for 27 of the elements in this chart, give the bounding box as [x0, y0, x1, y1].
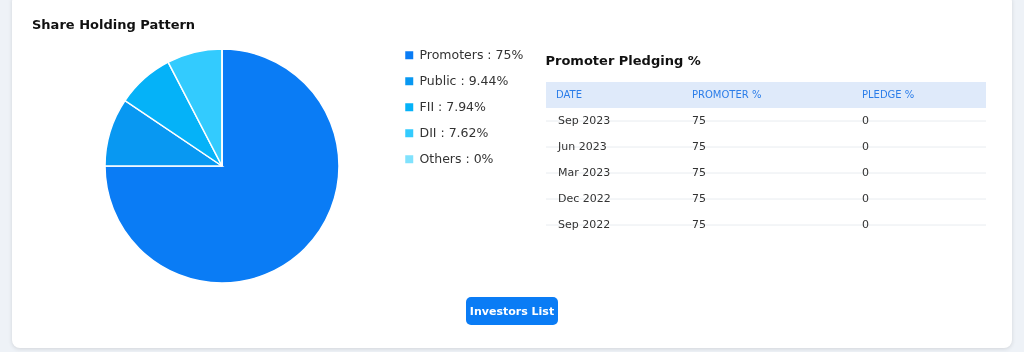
legend-label: Others : 0% — [419, 151, 494, 167]
pie-slice — [104, 48, 340, 284]
series-label: PROMOTER % — [692, 89, 762, 100]
legend-label: Public : 9.44% — [419, 73, 509, 89]
category-label: Mar 2023 — [558, 166, 611, 179]
data-label: 0 — [862, 218, 869, 231]
data-label: 75 — [692, 114, 706, 127]
category-label: Sep 2022 — [558, 218, 611, 231]
data-label: 0 — [862, 166, 869, 179]
data-label: 75 — [692, 192, 706, 205]
text: PLEDGE % — [862, 89, 915, 100]
data-label: 0 — [862, 114, 869, 127]
legend-label: Promoters : 75% — [419, 47, 524, 63]
data-label: 75 — [692, 140, 706, 153]
category-label: Sep 2023 — [558, 114, 611, 127]
data-label: 0 — [862, 192, 869, 205]
data-label: 0 — [862, 140, 869, 153]
data-label: 75 — [692, 166, 706, 179]
investors-list-button: Investors List — [466, 297, 558, 325]
data-label: 75 — [692, 218, 706, 231]
legend-label: DII : 7.62% — [419, 125, 489, 141]
chart-title: Share Holding Pattern — [32, 17, 196, 32]
text: Promoter Pledging % — [545, 53, 701, 68]
legend-label: FII : 7.94% — [419, 99, 487, 115]
text: DATE — [556, 89, 583, 100]
category-label: Dec 2022 — [558, 192, 611, 205]
category-label: Jun 2023 — [557, 140, 607, 153]
